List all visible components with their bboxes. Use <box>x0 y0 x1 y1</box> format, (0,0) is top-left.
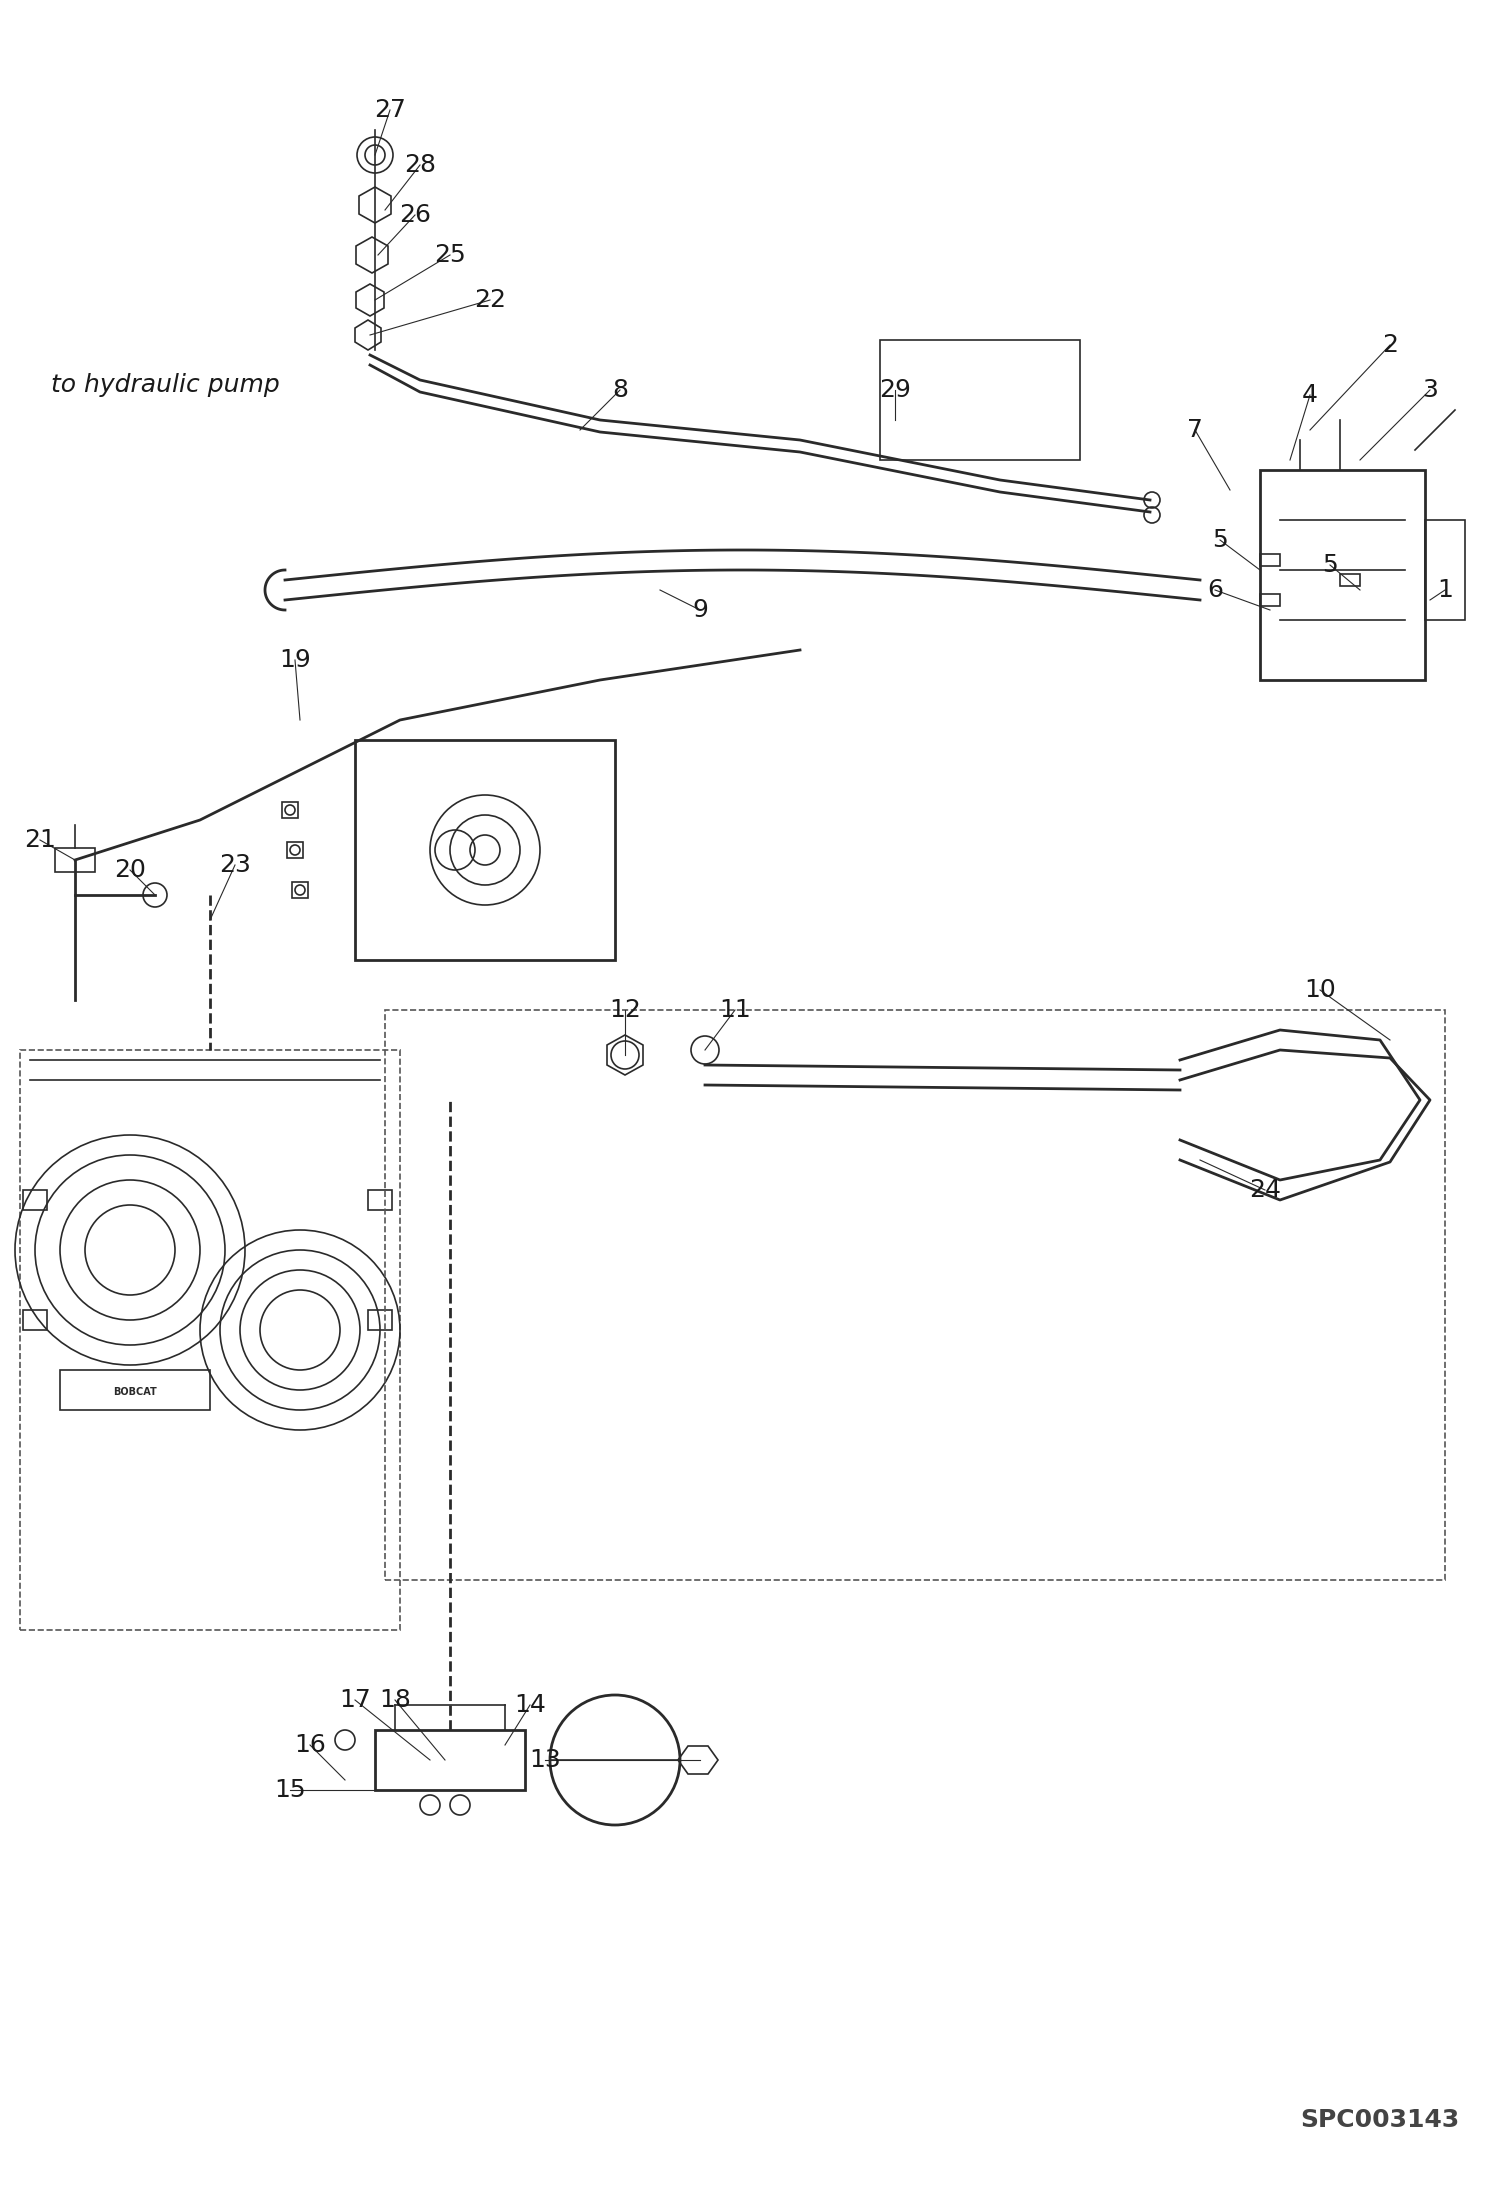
Text: 23: 23 <box>219 853 252 878</box>
Bar <box>1341 575 1360 586</box>
Text: 20: 20 <box>114 858 145 882</box>
Text: 24: 24 <box>1249 1178 1281 1202</box>
Text: 26: 26 <box>398 204 431 226</box>
Text: 9: 9 <box>692 599 709 623</box>
Bar <box>282 803 298 818</box>
Text: 19: 19 <box>279 647 312 671</box>
Text: 4: 4 <box>1302 384 1318 408</box>
Text: 21: 21 <box>24 827 55 851</box>
Bar <box>369 1310 392 1330</box>
Text: BOBCAT: BOBCAT <box>114 1387 157 1398</box>
Text: 8: 8 <box>613 377 628 402</box>
Text: to hydraulic pump: to hydraulic pump <box>51 373 279 397</box>
Bar <box>1260 555 1279 566</box>
Text: 25: 25 <box>434 244 466 268</box>
Text: 6: 6 <box>1207 577 1222 601</box>
Text: 16: 16 <box>294 1733 327 1757</box>
Bar <box>374 1731 524 1790</box>
Text: 22: 22 <box>473 287 506 312</box>
Text: 3: 3 <box>1422 377 1438 402</box>
Bar <box>1425 520 1465 621</box>
Bar <box>385 1009 1446 1580</box>
Text: 28: 28 <box>404 154 436 178</box>
Text: 1: 1 <box>1437 577 1453 601</box>
Text: 12: 12 <box>610 998 641 1022</box>
Bar <box>292 882 309 897</box>
Text: SPC003143: SPC003143 <box>1300 2108 1459 2133</box>
Text: 14: 14 <box>514 1694 545 1718</box>
Bar <box>1260 595 1279 606</box>
Text: 17: 17 <box>339 1687 372 1711</box>
Bar <box>19 1051 400 1630</box>
Text: 15: 15 <box>274 1777 306 1801</box>
Bar <box>22 1189 46 1211</box>
Bar <box>1260 470 1425 680</box>
Bar <box>22 1310 46 1330</box>
Text: 10: 10 <box>1305 979 1336 1003</box>
Bar <box>879 340 1080 461</box>
Bar <box>55 849 94 871</box>
Text: 7: 7 <box>1186 419 1203 441</box>
Bar <box>60 1369 210 1411</box>
Bar <box>288 842 303 858</box>
Text: 11: 11 <box>719 998 750 1022</box>
Bar <box>369 1189 392 1211</box>
Text: 18: 18 <box>379 1687 410 1711</box>
Text: 13: 13 <box>529 1749 560 1773</box>
Bar <box>355 739 616 961</box>
Text: 27: 27 <box>374 99 406 123</box>
Text: 5: 5 <box>1323 553 1338 577</box>
Text: 2: 2 <box>1383 333 1398 358</box>
Text: 5: 5 <box>1212 529 1228 553</box>
Text: 29: 29 <box>879 377 911 402</box>
